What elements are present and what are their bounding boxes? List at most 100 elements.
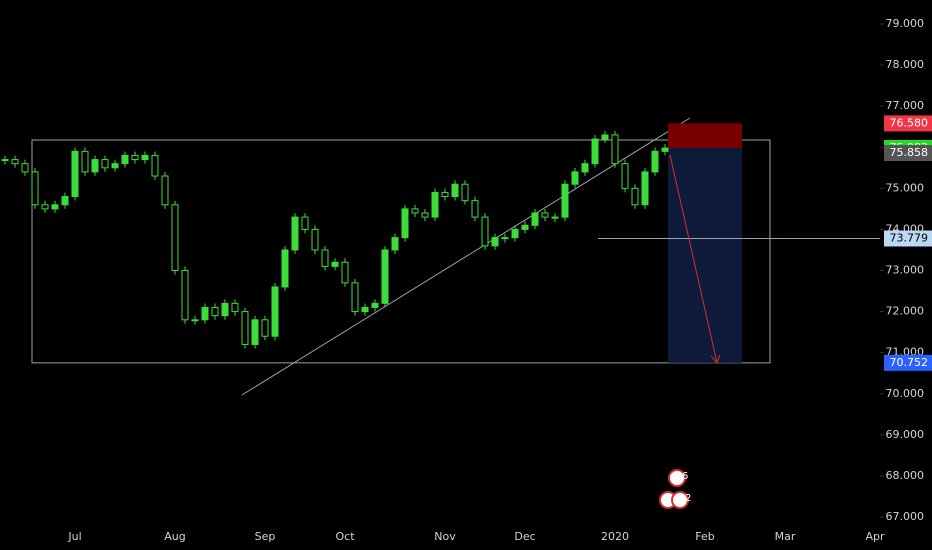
- candle: [601, 134, 609, 140]
- candle: [611, 134, 619, 165]
- candle: [511, 228, 519, 239]
- candle: [241, 311, 249, 345]
- x-tick-label: Dec: [514, 530, 535, 543]
- range-box: [31, 139, 771, 364]
- candle: [551, 216, 559, 219]
- candle: [111, 163, 119, 169]
- candle: [321, 249, 329, 267]
- candle: [11, 159, 19, 165]
- candle: [181, 270, 189, 321]
- y-tick-label: 73.000: [886, 264, 925, 277]
- target-zone: [668, 147, 742, 363]
- candle: [441, 191, 449, 198]
- candle: [301, 216, 309, 230]
- candle: [161, 175, 169, 206]
- candle: [351, 282, 359, 313]
- candle: [371, 302, 379, 308]
- event-badge: [668, 469, 686, 487]
- price-label: 75.858: [890, 146, 929, 159]
- candle: [421, 212, 429, 218]
- price-label-bg: [884, 115, 932, 132]
- x-tick-label: Mar: [775, 530, 796, 543]
- candle: [171, 204, 179, 271]
- candle: [581, 163, 589, 173]
- x-tick-label: Oct: [335, 530, 355, 543]
- price-label: 70.752: [890, 356, 929, 369]
- x-tick-label: Jul: [67, 530, 81, 543]
- candle: [621, 163, 629, 189]
- candle: [361, 306, 369, 313]
- x-tick-label: Aug: [164, 530, 185, 543]
- candle: [341, 261, 349, 284]
- candle: [261, 319, 269, 337]
- candle: [251, 319, 259, 345]
- candle: [481, 216, 489, 247]
- y-tick-label: 68.000: [886, 469, 925, 482]
- candle: [311, 228, 319, 251]
- candle: [411, 208, 419, 214]
- candle: [121, 154, 129, 165]
- event-badge-label: 6: [682, 471, 688, 482]
- candle: [71, 150, 79, 198]
- y-tick-label: 78.000: [886, 58, 925, 71]
- candle: [561, 183, 569, 218]
- candle: [41, 204, 49, 210]
- x-tick-label: 2020: [601, 530, 629, 543]
- x-tick-label: Apr: [865, 530, 885, 543]
- price-label: 76.580: [890, 116, 929, 129]
- candle: [541, 212, 549, 218]
- candle: [461, 183, 469, 202]
- candle: [641, 171, 649, 206]
- price-label-bg: [884, 230, 932, 247]
- candle: [651, 150, 659, 173]
- candle: [491, 237, 499, 247]
- price-label-bg: [884, 354, 932, 371]
- candle: [1, 159, 9, 162]
- candle: [591, 138, 599, 165]
- candle: [131, 154, 139, 161]
- candle: [221, 302, 229, 317]
- candle: [31, 171, 39, 206]
- candle: [331, 261, 339, 267]
- candle: [401, 208, 409, 239]
- candle: [501, 237, 509, 240]
- price-label: 73.779: [890, 231, 929, 244]
- y-tick-label: 75.000: [886, 181, 925, 194]
- candle: [21, 163, 29, 173]
- event-badge: [671, 491, 689, 509]
- candle: [51, 204, 59, 210]
- candle: [281, 249, 289, 288]
- candle: [391, 237, 399, 251]
- y-tick-label: 69.000: [886, 428, 925, 441]
- candle: [531, 212, 539, 226]
- candle: [91, 159, 99, 173]
- candle: [381, 249, 389, 304]
- y-tick-label: 77.000: [886, 99, 925, 112]
- arrow: [669, 154, 718, 363]
- candle: [231, 302, 239, 313]
- y-tick-label: 70.000: [886, 387, 925, 400]
- stop-zone: [668, 123, 742, 148]
- candle: [151, 154, 159, 177]
- y-tick-label: 72.000: [886, 305, 925, 318]
- y-tick-label: 79.000: [886, 17, 925, 30]
- x-tick-label: Sep: [255, 530, 276, 543]
- candle: [61, 196, 69, 206]
- candle: [661, 147, 669, 152]
- candle: [431, 191, 439, 218]
- candle: [451, 183, 459, 198]
- candle: [191, 319, 199, 322]
- candle: [141, 154, 149, 161]
- candle: [521, 224, 529, 230]
- candle: [101, 159, 109, 169]
- candle: [471, 200, 479, 218]
- candle: [571, 171, 579, 185]
- x-tick-label: Nov: [434, 530, 456, 543]
- candle: [291, 216, 299, 251]
- arrow-head: [710, 354, 721, 364]
- candle: [271, 286, 279, 337]
- x-tick-label: Feb: [695, 530, 714, 543]
- candle: [201, 306, 209, 321]
